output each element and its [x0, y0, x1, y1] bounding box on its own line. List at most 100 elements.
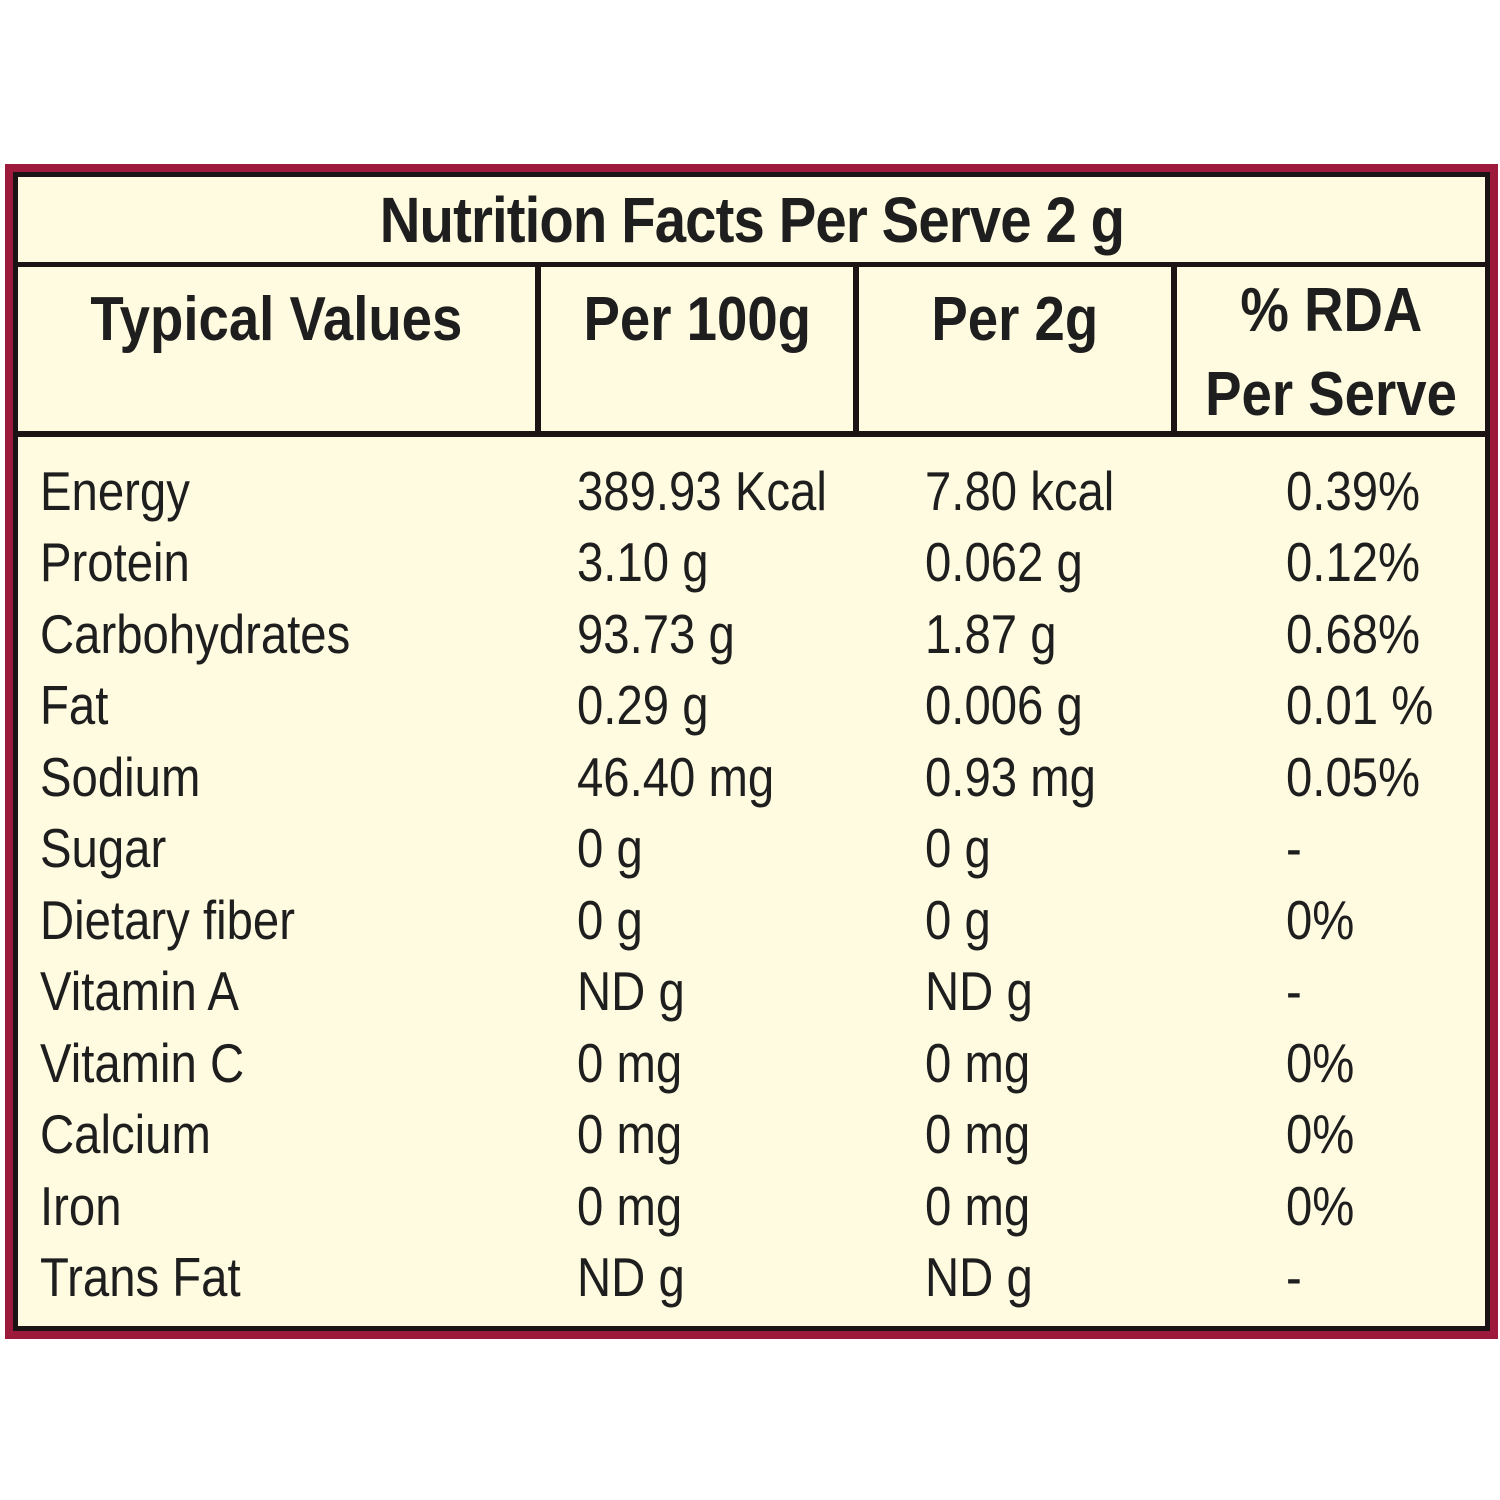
value-per-100g-cell: 0 mg [545, 1174, 893, 1238]
nutrient-name-cell: Vitamin A [18, 959, 545, 1023]
nutrient-name-cell: Calcium [18, 1102, 545, 1166]
nutrient-name-cell: Sugar [18, 816, 545, 880]
nutrient-name-cell: Fat [18, 673, 545, 737]
value-per-2g-cell: 1.87 g [893, 602, 1241, 666]
nutrient-name: Iron [40, 1174, 122, 1237]
nutrient-name-cell: Trans Fat [18, 1245, 545, 1309]
value-per-2g-cell: 0 g [893, 816, 1241, 880]
value-rda-cell: 0.39% [1241, 459, 1485, 523]
nutrient-name: Trans Fat [40, 1246, 241, 1309]
header-per-100g-label: Per 100g [583, 285, 811, 354]
value-per-100g-cell: 46.40 mg [545, 745, 893, 809]
value-per-100g: 0 mg [577, 1174, 683, 1237]
title-row: Nutrition Facts Per Serve 2 g [18, 177, 1485, 267]
nutrient-name: Sodium [40, 745, 201, 808]
table-row: Sugar 0 g 0 g - [18, 813, 1485, 885]
value-rda-cell: 0.12% [1241, 530, 1485, 594]
value-per-100g-cell: 3.10 g [545, 530, 893, 594]
header-rda-line1: % RDA [1240, 276, 1422, 345]
value-per-2g: 0.006 g [925, 674, 1083, 737]
value-per-100g: 0 g [577, 817, 643, 880]
value-rda: 0% [1286, 1031, 1355, 1094]
header-typical-values: Typical Values [18, 267, 535, 437]
value-per-100g-cell: 93.73 g [545, 602, 893, 666]
nutrient-name: Carbohydrates [40, 602, 351, 665]
nutrient-name-cell: Sodium [18, 745, 545, 809]
header-per-2g: Per 2g [853, 267, 1171, 437]
nutrient-name: Calcium [40, 1103, 211, 1166]
value-rda: 0.12% [1286, 531, 1421, 594]
nutrient-name: Energy [40, 459, 190, 522]
value-rda: 0% [1286, 1174, 1355, 1237]
header-rda-line2: Per Serve [1205, 360, 1457, 429]
value-rda: 0.68% [1286, 602, 1421, 665]
value-rda: - [1286, 1246, 1302, 1309]
value-per-100g-cell: 0.29 g [545, 673, 893, 737]
value-rda: 0% [1286, 888, 1355, 951]
value-rda-cell: - [1241, 816, 1485, 880]
value-per-100g-cell: 0 mg [545, 1031, 893, 1095]
nutrient-name: Fat [40, 674, 109, 737]
value-per-100g-cell: ND g [545, 959, 893, 1023]
table-row: Protein 3.10 g 0.062 g 0.12% [18, 527, 1485, 599]
value-per-2g: 0 g [925, 888, 991, 951]
value-per-2g-cell: 0.062 g [893, 530, 1241, 594]
value-per-100g-cell: ND g [545, 1245, 893, 1309]
value-rda-cell: 0% [1241, 1102, 1485, 1166]
value-per-100g-cell: 389.93 Kcal [545, 459, 893, 523]
value-rda-cell: 0.01 % [1241, 673, 1485, 737]
table-row: Dietary fiber 0 g 0 g 0% [18, 884, 1485, 956]
value-per-100g: 0 g [577, 888, 643, 951]
value-per-2g-cell: 0 mg [893, 1174, 1241, 1238]
value-rda-cell: 0% [1241, 1174, 1485, 1238]
value-per-2g-cell: ND g [893, 1245, 1241, 1309]
header-per-100g: Per 100g [535, 267, 853, 437]
nutrient-name-cell: Vitamin C [18, 1031, 545, 1095]
table-row: Iron 0 mg 0 mg 0% [18, 1170, 1485, 1242]
nutrition-label-frame: Nutrition Facts Per Serve 2 g Typical Va… [5, 164, 1498, 1339]
value-per-2g-cell: 7.80 kcal [893, 459, 1241, 523]
nutrition-table: Nutrition Facts Per Serve 2 g Typical Va… [13, 172, 1490, 1331]
value-per-2g-cell: 0 g [893, 888, 1241, 952]
value-rda: 0.05% [1286, 745, 1421, 808]
value-per-2g-cell: ND g [893, 959, 1241, 1023]
value-per-2g-cell: 0 mg [893, 1031, 1241, 1095]
value-rda-cell: 0.68% [1241, 602, 1485, 666]
value-per-2g: ND g [925, 1246, 1033, 1309]
value-per-100g: 3.10 g [577, 531, 709, 594]
value-per-2g-cell: 0.006 g [893, 673, 1241, 737]
table-title: Nutrition Facts Per Serve 2 g [379, 183, 1124, 256]
table-row: Vitamin A ND g ND g - [18, 956, 1485, 1028]
value-rda-cell: 0% [1241, 1031, 1485, 1095]
value-per-100g: 389.93 Kcal [577, 459, 827, 522]
value-per-2g: 0.062 g [925, 531, 1083, 594]
value-per-100g: 0 mg [577, 1103, 683, 1166]
value-per-2g: 0 mg [925, 1031, 1031, 1094]
value-rda: 0% [1286, 1103, 1355, 1166]
table-row: Trans Fat ND g ND g - [18, 1242, 1485, 1314]
value-rda: 0.01 % [1286, 674, 1434, 737]
table-row: Carbohydrates 93.73 g 1.87 g 0.68% [18, 598, 1485, 670]
value-per-100g: ND g [577, 960, 685, 1023]
value-per-2g-cell: 0 mg [893, 1102, 1241, 1166]
header-rda: % RDA Per Serve [1171, 267, 1485, 437]
value-rda-cell: - [1241, 1245, 1485, 1309]
value-per-2g: 0.93 mg [925, 745, 1096, 808]
header-per-2g-label: Per 2g [931, 285, 1099, 354]
header-typical-values-label: Typical Values [90, 285, 463, 354]
value-per-100g: 0 mg [577, 1031, 683, 1094]
value-per-100g-cell: 0 g [545, 888, 893, 952]
nutrient-name: Vitamin A [40, 960, 239, 1023]
value-per-100g: 0.29 g [577, 674, 709, 737]
nutrient-name: Dietary fiber [40, 888, 295, 951]
table-row: Sodium 46.40 mg 0.93 mg 0.05% [18, 741, 1485, 813]
value-per-100g-cell: 0 mg [545, 1102, 893, 1166]
table-row: Calcium 0 mg 0 mg 0% [18, 1099, 1485, 1171]
value-per-100g: 93.73 g [577, 602, 735, 665]
table-row: Fat 0.29 g 0.006 g 0.01 % [18, 670, 1485, 742]
nutrient-name-cell: Iron [18, 1174, 545, 1238]
value-rda: - [1286, 817, 1302, 880]
nutrient-name: Protein [40, 531, 190, 594]
value-rda-cell: - [1241, 959, 1485, 1023]
table-body: Energy 389.93 Kcal 7.80 kcal 0.39% Protein 3.… [18, 437, 1485, 1313]
